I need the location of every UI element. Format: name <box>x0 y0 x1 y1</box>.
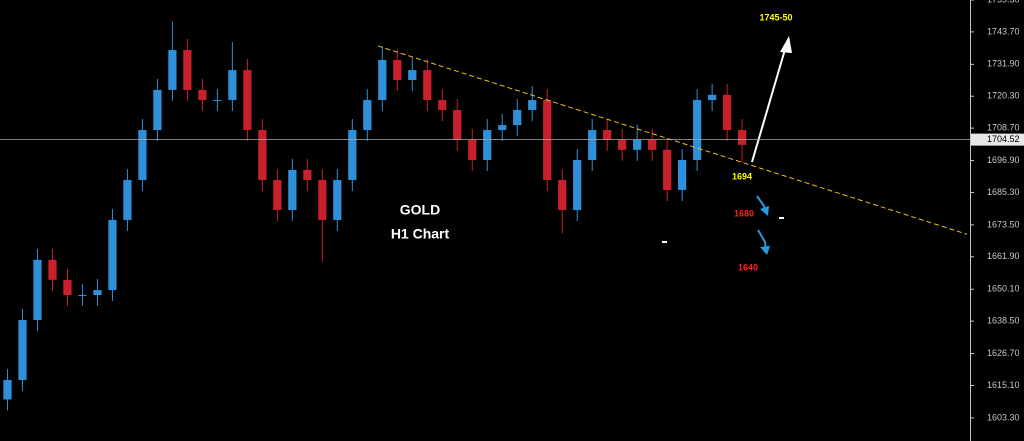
y-tick-label: 1673.50 <box>987 219 1020 229</box>
down-arrow-head <box>760 206 769 216</box>
y-tick-label: 1720.30 <box>987 91 1020 101</box>
candle-body <box>498 125 507 131</box>
candle-body <box>243 70 252 131</box>
annotation: 1640 <box>738 262 758 272</box>
candle-body <box>48 259 57 280</box>
current-price-box <box>971 133 1024 146</box>
annotation: 1680 <box>734 208 754 218</box>
candle-body <box>483 130 492 161</box>
candle-body <box>258 130 267 181</box>
y-tick-label: 1696.90 <box>987 155 1020 165</box>
candle-body <box>513 109 522 126</box>
candle-body <box>33 259 42 321</box>
y-tick-label: 1755.30 <box>987 0 1020 4</box>
candle-body <box>723 94 732 131</box>
candle-body <box>213 100 222 102</box>
y-tick-label: 1615.10 <box>987 380 1020 390</box>
y-tick-label: 1603.30 <box>987 412 1020 422</box>
candle-body <box>737 130 747 145</box>
y-tick-label: 1731.90 <box>987 59 1020 69</box>
up-arrow <box>751 45 787 163</box>
current-price-label: 1704.52 <box>987 134 1020 144</box>
candle-body <box>528 100 537 110</box>
candle-body <box>378 59 387 101</box>
candle-body <box>453 109 462 140</box>
candle-body <box>108 219 117 291</box>
candle-body <box>288 169 297 211</box>
trendline <box>377 45 968 235</box>
candle-body <box>18 320 27 380</box>
up-arrow-head <box>780 36 792 53</box>
candle-body <box>438 100 447 110</box>
candle-body <box>408 70 417 81</box>
marker <box>779 217 784 219</box>
candle-body <box>393 59 402 81</box>
y-tick-label: 1743.70 <box>987 26 1020 36</box>
candle-body <box>603 130 612 140</box>
y-tick-label: 1708.70 <box>987 122 1020 132</box>
candle-body <box>543 100 552 181</box>
candle-body <box>678 160 687 190</box>
down-arrow-head <box>760 246 770 255</box>
candle-body <box>168 50 177 90</box>
candle-body <box>558 180 567 211</box>
candle-body <box>468 139 477 161</box>
y-tick-label: 1638.50 <box>987 316 1020 326</box>
marker <box>662 241 667 243</box>
candle-body <box>228 70 237 101</box>
candle-body <box>693 100 702 161</box>
candle-body <box>63 279 72 296</box>
candle-body <box>588 130 597 161</box>
annotation: 1745-50 <box>759 12 792 22</box>
candle-body <box>633 139 642 150</box>
candle-body <box>648 139 657 150</box>
plot-area <box>3 21 968 411</box>
candle-body <box>708 94 717 101</box>
candle-body <box>663 149 672 190</box>
candle-body <box>333 180 342 220</box>
candle-body <box>153 89 162 131</box>
candle-body <box>123 180 132 220</box>
candle-body <box>573 160 582 211</box>
y-tick-label: 1626.70 <box>987 348 1020 358</box>
candle-body <box>363 100 372 131</box>
candle-body <box>198 89 207 101</box>
candle-body <box>138 130 147 181</box>
annotation: H1 Chart <box>391 226 450 242</box>
candle-body <box>303 169 312 181</box>
candle-body <box>318 180 327 220</box>
candle-body <box>618 139 627 150</box>
y-tick-label: 1650.10 <box>987 284 1020 294</box>
annotation: 1694 <box>732 171 752 181</box>
candle-body <box>78 295 87 297</box>
candle-body <box>183 50 192 90</box>
y-tick-label: 1661.90 <box>987 251 1020 261</box>
arrows <box>662 36 792 255</box>
candle-body <box>93 290 102 296</box>
candle-body <box>3 379 12 400</box>
candle-body <box>273 180 282 211</box>
y-tick-label: 1685.30 <box>987 187 1020 197</box>
annotation: GOLD <box>400 202 440 218</box>
candle-body <box>348 130 357 181</box>
candle-body <box>423 70 432 101</box>
